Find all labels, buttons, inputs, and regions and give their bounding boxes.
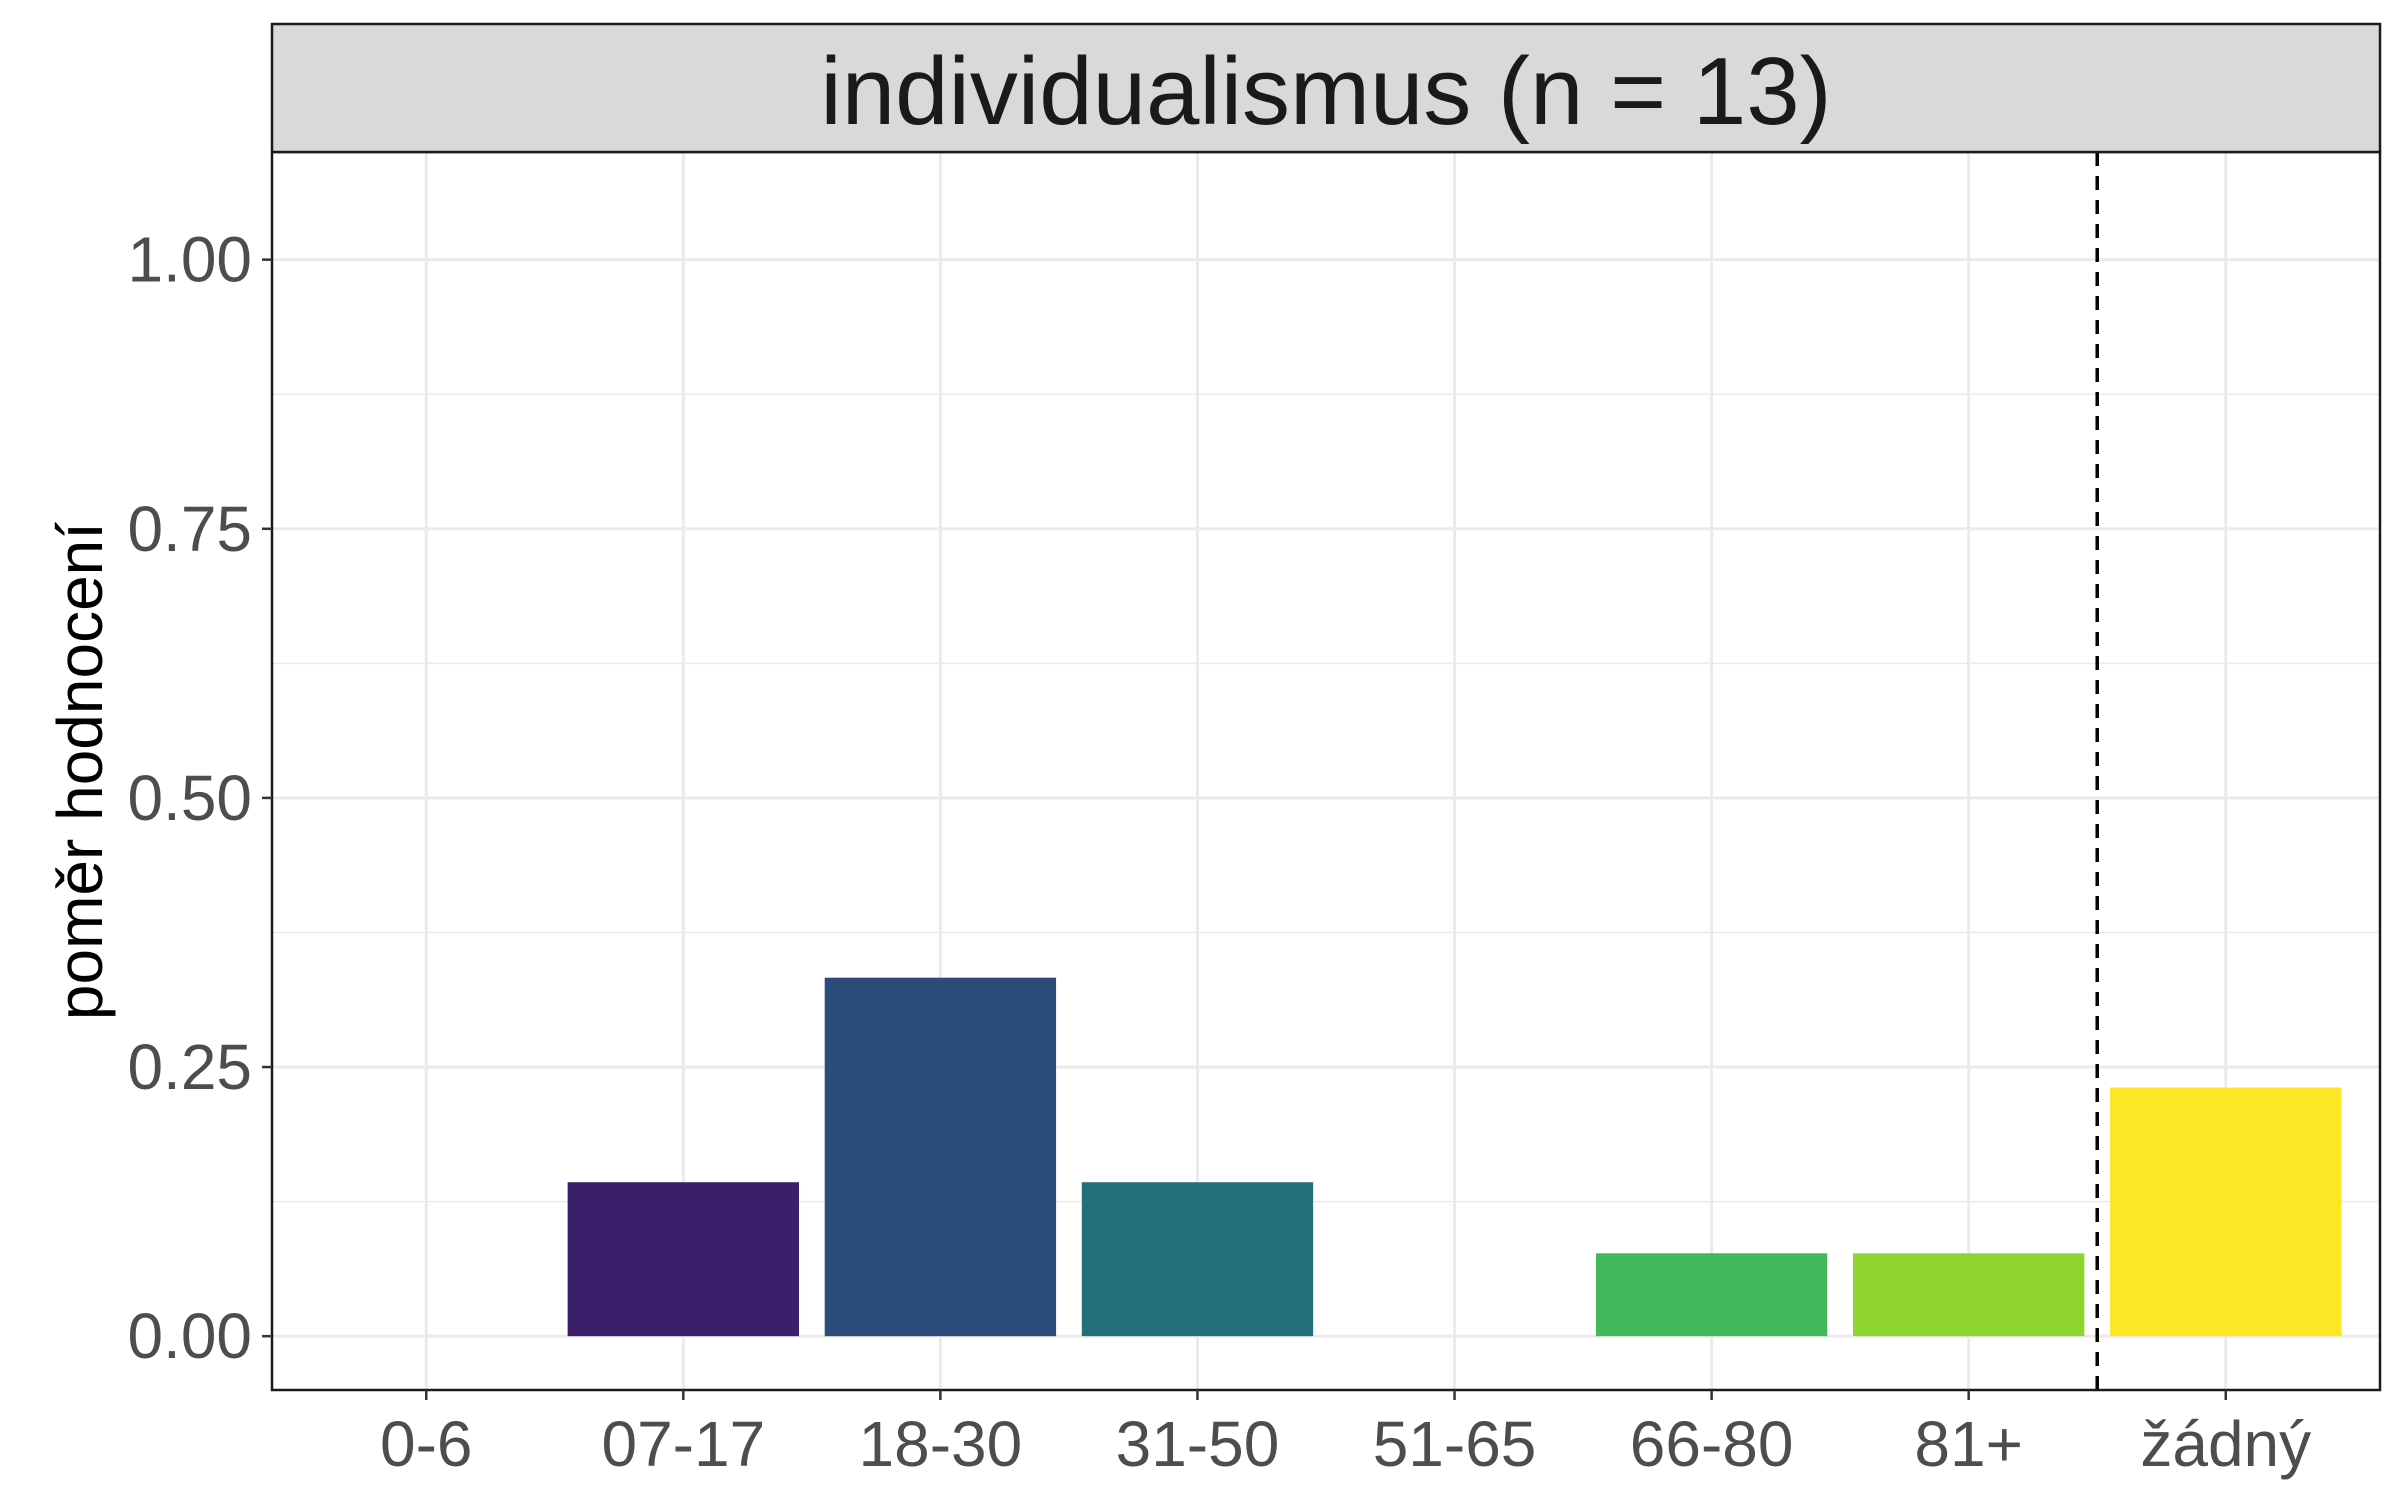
x-tick-label: 07-17 <box>601 1408 765 1480</box>
x-tick-label: žádný <box>2140 1408 2311 1480</box>
bar <box>2110 1087 2342 1337</box>
x-tick-label: 81+ <box>1914 1408 2023 1480</box>
bar <box>824 977 1057 1337</box>
x-tick-label: 66-80 <box>1630 1408 1794 1480</box>
y-tick-label: 0.75 <box>127 493 252 565</box>
y-axis: 0.00 0.25 0.50 0.75 1.00 <box>127 224 272 1372</box>
chart-title: individualismus (n = 13) <box>820 38 1831 145</box>
x-tick-label: 18-30 <box>859 1408 1023 1480</box>
facet-strip: individualismus (n = 13) <box>270 22 2382 154</box>
facet-strip-background <box>270 22 2382 154</box>
y-tick-label: 0.25 <box>127 1031 252 1103</box>
bars <box>567 977 2342 1337</box>
bar <box>1081 1182 1314 1337</box>
y-tick-label: 0.00 <box>127 1300 252 1372</box>
y-tick-label: 0.50 <box>127 762 252 834</box>
x-tick-label: 31-50 <box>1116 1408 1280 1480</box>
bar <box>567 1182 799 1337</box>
x-tick-label: 0-6 <box>380 1408 473 1480</box>
grid-minor-lines <box>272 393 2380 1203</box>
bar <box>1595 1253 1828 1337</box>
bar <box>1853 1253 2085 1337</box>
y-tick-label: 1.00 <box>127 224 252 296</box>
y-axis-title: poměr hodnocení <box>44 522 116 1020</box>
x-tick-label: 51-65 <box>1373 1408 1537 1480</box>
x-axis: 0-6 07-17 18-30 31-50 51-65 66-80 81+ žádný <box>380 1390 2311 1480</box>
